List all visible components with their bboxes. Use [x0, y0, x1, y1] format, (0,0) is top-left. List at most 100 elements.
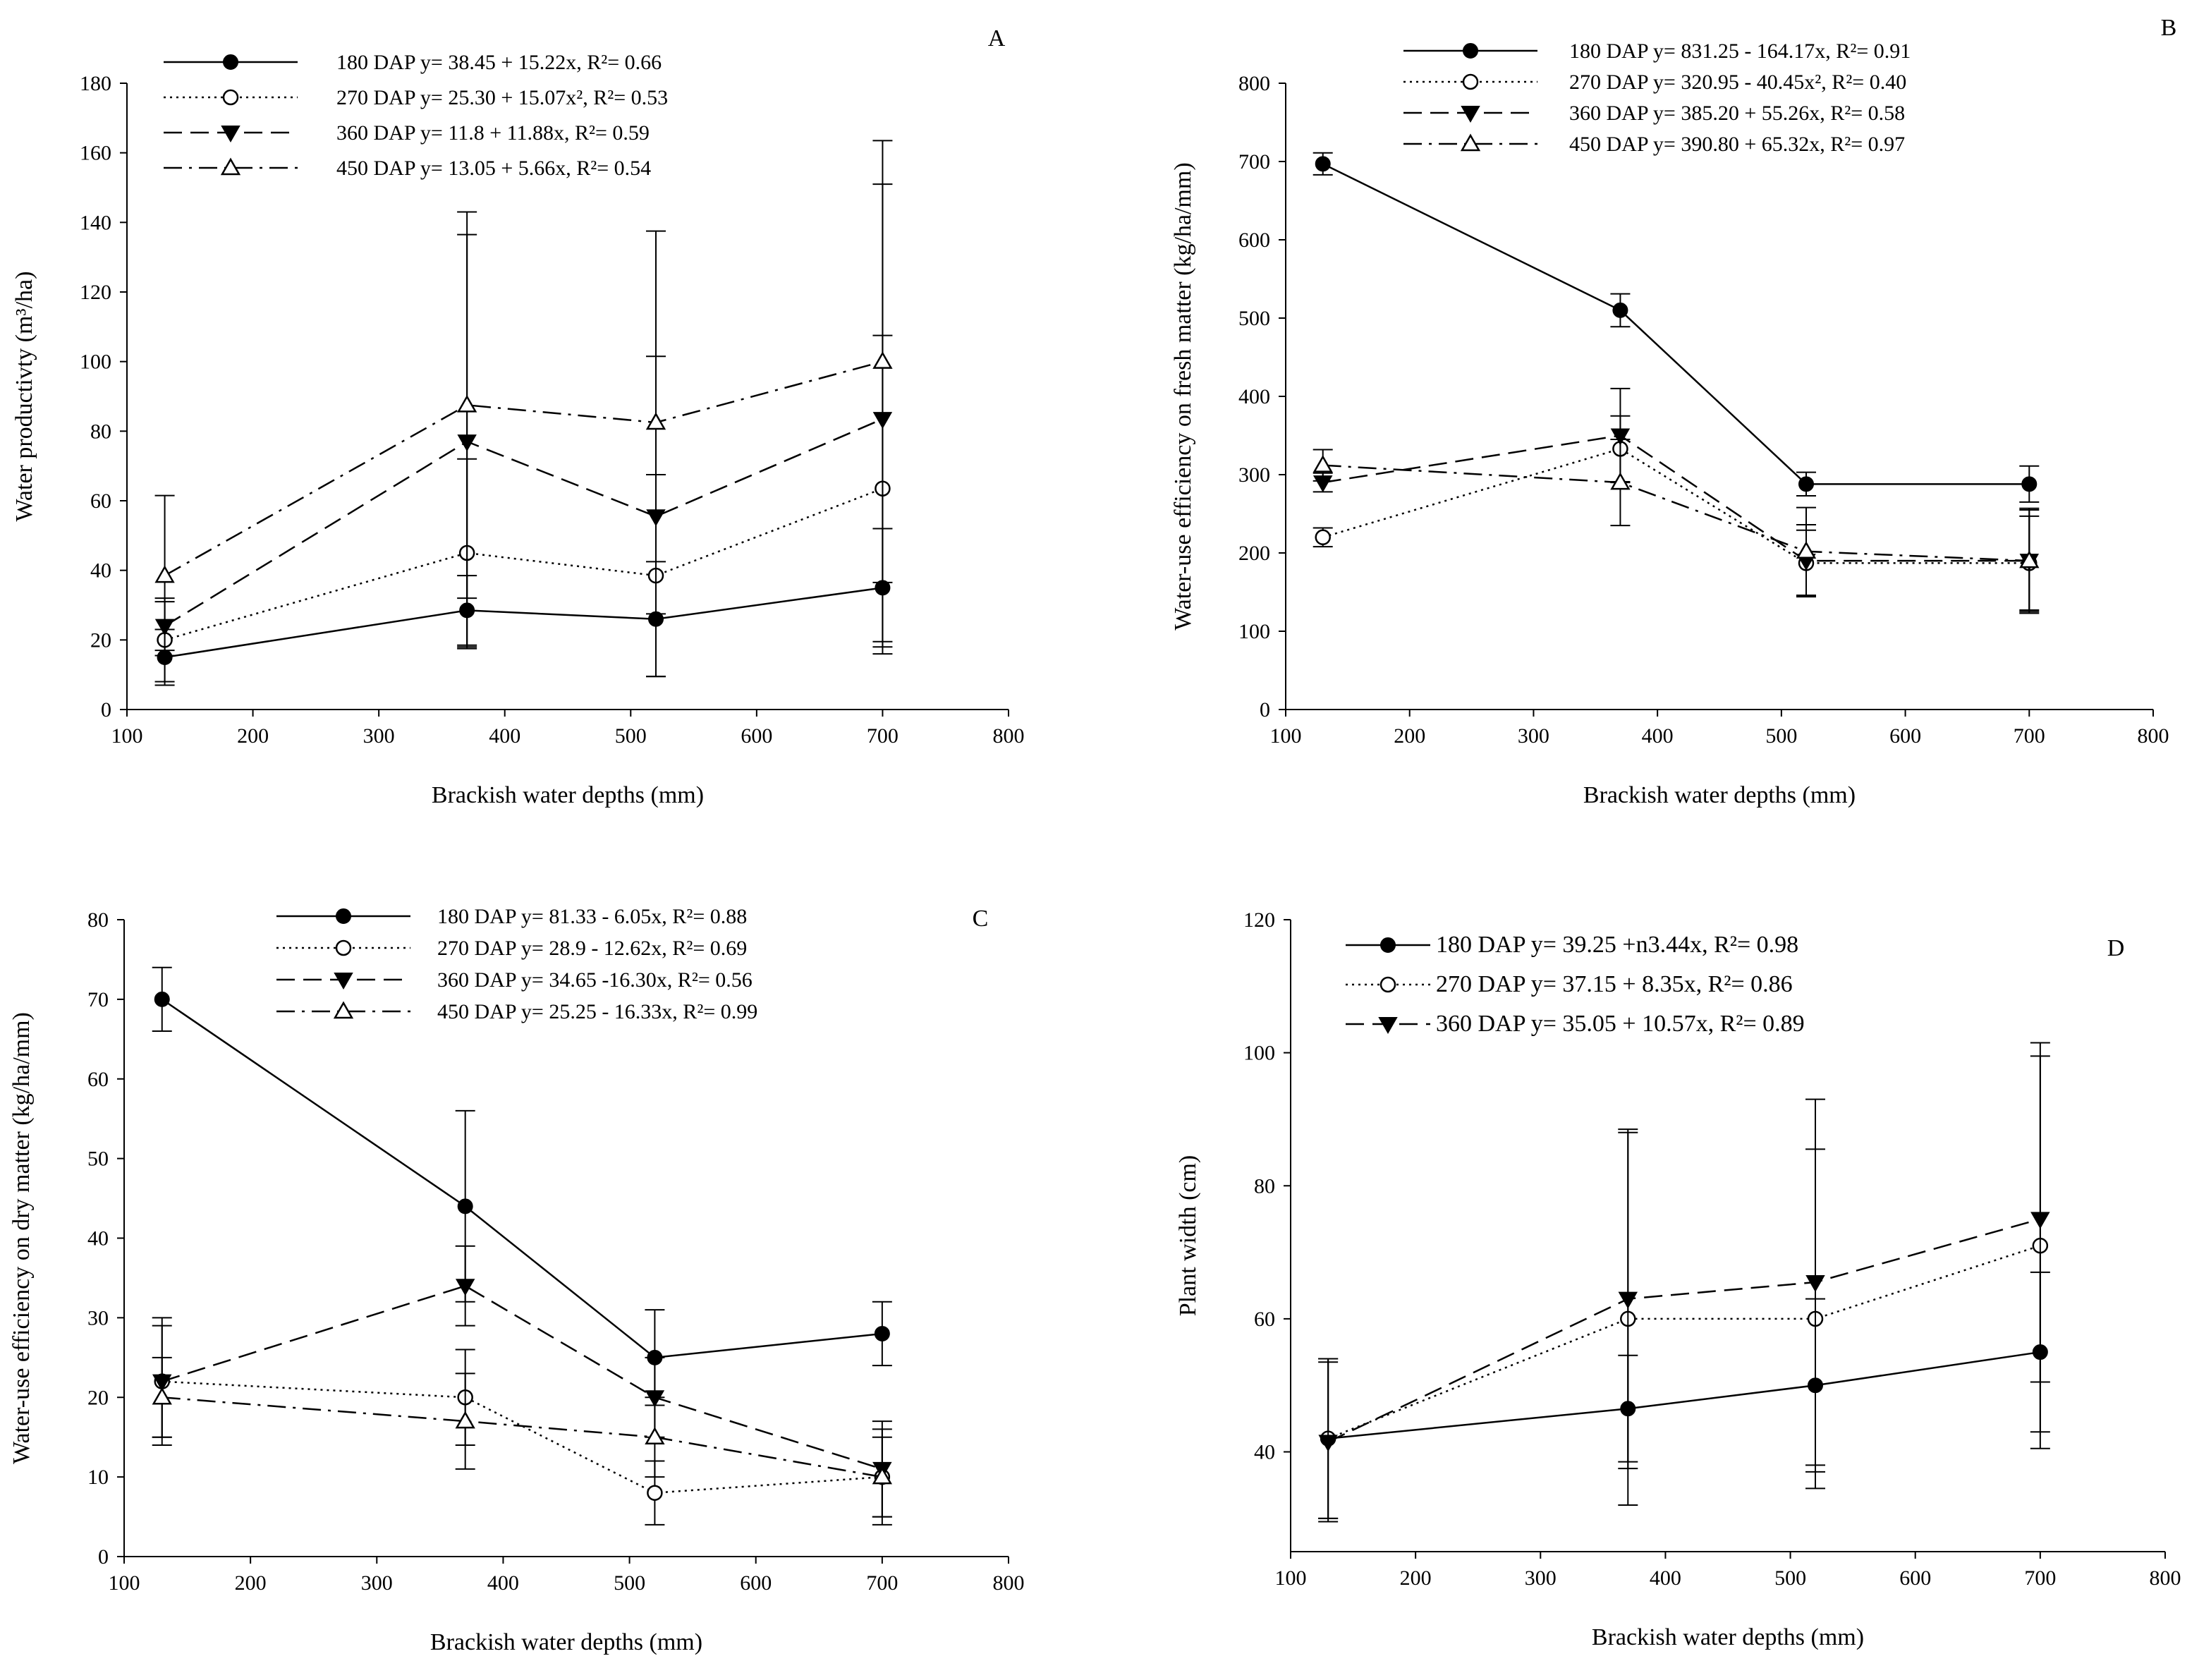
panel-c-y-tick-label: 20: [87, 1386, 109, 1409]
panel-d-legend-label-270-dap: 270 DAP y= 37.15 + 8.35x, R²= 0.86: [1436, 971, 1793, 997]
panel-c-y-tick-label: 30: [87, 1306, 109, 1329]
panel-b-point-450-dap: [1796, 541, 1817, 559]
panel-a-x-tick-label: 800: [993, 724, 1025, 748]
panel-c-y-tick-label: 70: [87, 988, 109, 1011]
panel-a-y-tick-label: 140: [80, 211, 111, 234]
panel-d-letter: D: [2107, 935, 2125, 961]
panel-c-y-tick-label: 80: [87, 908, 109, 932]
panel-b-point-180-dap: [2021, 476, 2038, 492]
panel-d-legend-label-360-dap: 360 DAP y= 35.05 + 10.57x, R²= 0.89: [1436, 1011, 1805, 1037]
panel-c-x-tick-label: 100: [109, 1571, 140, 1595]
panel-d-x-tick-label: 600: [1899, 1566, 1931, 1590]
panel-b-y-tick-label: 0: [1260, 698, 1270, 722]
panel-a-y-tick-label: 40: [90, 559, 111, 583]
panel-d-x-tick-label: 800: [2150, 1566, 2181, 1590]
panel-d-point-360-dap: [2030, 1212, 2050, 1229]
panel-b-point-360-dap: [1610, 428, 1631, 446]
panel-b-legend-marker-450-dap: [1460, 133, 1481, 152]
panel-a-legend-label-360-dap: 360 DAP y= 11.8 + 11.88x, R²= 0.59: [336, 121, 650, 145]
panel-b-point-180-dap: [1798, 476, 1814, 492]
panel-d-point-360-dap: [1805, 1275, 1825, 1293]
panel-b-x-tick-label: 700: [2014, 724, 2045, 748]
panel-a-series-line-270-dap: [164, 487, 883, 641]
panel-d-chart: 100 200 300 400 500 600 700 800 40 60 80 100 120 Brac…: [1175, 908, 2181, 1650]
panel-c-legend-marker-450-dap: [333, 1001, 354, 1019]
panel-a-legend-marker-180-dap: [223, 54, 238, 70]
panel-d-x-tick-label: 200: [1400, 1566, 1432, 1590]
panel-d-legend-label-180-dap: 180 DAP y= 39.25 +n3.44x, R²= 0.98: [1436, 932, 1798, 958]
panel-a-x-tick-label: 100: [111, 724, 143, 748]
panel-d-legend-marker-180-dap: [1380, 937, 1396, 953]
panel-a-legend-marker-360-dap: [221, 126, 240, 143]
panel-b-y-tick-label: 200: [1238, 542, 1270, 565]
panel-c-x-tick-label: 500: [614, 1571, 645, 1595]
panel-b-point-270-dap: [1315, 529, 1331, 546]
panel-d-point-360-dap: [1318, 1435, 1338, 1452]
panel-b-series-line-180-dap: [1322, 163, 2030, 485]
panel-c-y-tick-label: 10: [87, 1466, 109, 1489]
panel-c-series-line-450-dap: [162, 1396, 883, 1478]
panel-c-y-tick-label: 40: [87, 1227, 109, 1250]
panel-d-x-axis-title: Brackish water depths (mm): [1592, 1624, 1864, 1650]
panel-b-x-tick-label: 400: [1642, 724, 1674, 748]
panel-a-x-tick-label: 500: [615, 724, 647, 748]
panel-a-point-450-dap: [456, 394, 477, 413]
panel-b-y-tick-label: 400: [1238, 385, 1270, 408]
panel-d-y-tick-label: 60: [1254, 1308, 1275, 1331]
panel-a-x-tick-label: 300: [363, 724, 395, 748]
panel-d-y-tick-label: 100: [1243, 1042, 1275, 1065]
panel-a-series-line-360-dap: [164, 418, 883, 627]
panel-d-y-tick-label: 40: [1254, 1441, 1275, 1464]
panel-c-legend-label-270-dap: 270 DAP y= 28.9 - 12.62x, R²= 0.69: [437, 937, 747, 960]
panel-c-x-tick-label: 700: [866, 1571, 898, 1595]
panel-a-x-tick-label: 400: [489, 724, 520, 748]
panel-d-y-tick-label: 120: [1243, 908, 1275, 932]
panel-d-x-tick-label: 700: [2024, 1566, 2056, 1590]
panel-b-x-tick-label: 100: [1270, 724, 1302, 748]
panel-a-point-450-dap: [872, 351, 893, 369]
panel-c-y-tick-label: 60: [87, 1068, 109, 1091]
panel-c-point-270-dap: [647, 1485, 663, 1501]
panel-c-point-450-dap: [152, 1387, 172, 1405]
panel-b-x-tick-label: 300: [1518, 724, 1549, 748]
panel-d-series-line-180-dap: [1328, 1351, 2041, 1439]
panel-b-y-tick-label: 100: [1238, 620, 1270, 643]
panel-b-legend-marker-360-dap: [1461, 106, 1480, 123]
panel-c-y-tick-label: 0: [98, 1545, 109, 1569]
panel-c-y-axis-title: Water-use efficiency on dry matter (kg/h…: [8, 1012, 35, 1464]
panel-b-legend-label-270-dap: 270 DAP y= 320.95 - 40.45x², R²= 0.40: [1569, 71, 1906, 94]
panel-c-x-tick-label: 600: [740, 1571, 772, 1595]
panel-c-x-axis-title: Brackish water depths (mm): [430, 1629, 702, 1655]
panel-a-y-tick-label: 120: [80, 281, 111, 304]
panel-a-legend-marker-270-dap: [222, 89, 239, 106]
panel-d-y-tick-label: 80: [1254, 1174, 1275, 1198]
panel-c-legend-marker-360-dap: [334, 973, 353, 990]
panel-a-y-tick-label: 100: [80, 351, 111, 374]
panel-a-legend-label-270-dap: 270 DAP y= 25.30 + 15.07x², R²= 0.53: [336, 86, 668, 109]
panel-a-y-tick-label: 20: [90, 628, 111, 652]
panel-b-x-tick-label: 500: [1765, 724, 1797, 748]
panel-d-y-axis-title: Plant width (cm): [1175, 1155, 1201, 1317]
panel-b-legend-label-450-dap: 450 DAP y= 390.80 + 65.32x, R²= 0.97: [1569, 133, 1905, 156]
panel-a-y-axis-title: Water productivty (m³/ha): [11, 272, 37, 522]
panel-b-letter: B: [2161, 15, 2177, 41]
panel-b-y-tick-label: 700: [1238, 150, 1270, 174]
panel-b-y-tick-label: 800: [1238, 72, 1270, 95]
panel-c-y-tick-label: 50: [87, 1148, 109, 1171]
panel-d-x-tick-label: 100: [1275, 1566, 1307, 1590]
panel-b-chart: 100 200 300 400 500 600 700 8000100200300400500…: [1170, 15, 2176, 808]
panel-c-legend-label-450-dap: 450 DAP y= 25.25 - 16.33x, R²= 0.99: [437, 1000, 757, 1023]
panel-c-series-line-180-dap: [162, 998, 882, 1359]
panel-a-y-tick-label: 80: [90, 420, 111, 443]
panel-b-x-tick-label: 200: [1394, 724, 1425, 748]
panel-c-legend-marker-270-dap: [335, 939, 352, 956]
panel-b-point-450-dap: [1312, 455, 1333, 473]
panel-c-series-line-270-dap: [162, 1380, 882, 1494]
panel-c-x-tick-label: 400: [487, 1571, 519, 1595]
panel-b-point-450-dap: [2019, 550, 2040, 568]
panel-b-x-tick-label: 800: [2138, 724, 2169, 748]
panel-b-point-450-dap: [1610, 472, 1631, 490]
panel-a-x-tick-label: 200: [237, 724, 269, 748]
panel-c-legend-label-180-dap: 180 DAP y= 81.33 - 6.05x, R²= 0.88: [437, 905, 747, 928]
panel-c-letter: C: [973, 906, 989, 932]
